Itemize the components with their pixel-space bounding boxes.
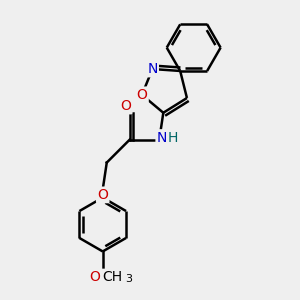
Text: N: N [157,130,167,145]
Text: N: N [147,62,158,76]
Text: O: O [120,99,131,113]
Text: H: H [168,130,178,145]
Text: O: O [89,270,100,284]
Text: O: O [136,88,147,102]
Text: CH: CH [102,270,122,284]
Text: O: O [97,188,108,202]
Text: 3: 3 [125,274,132,284]
